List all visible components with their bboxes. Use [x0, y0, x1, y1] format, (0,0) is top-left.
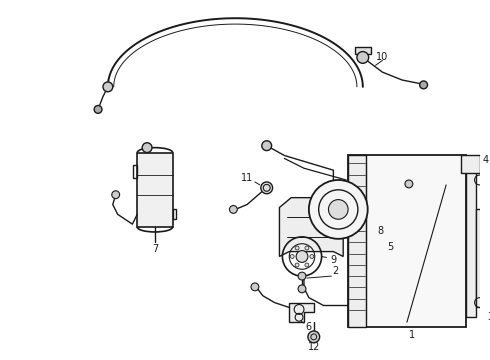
- Text: 1: 1: [409, 330, 415, 340]
- Bar: [466, 165, 476, 317]
- Polygon shape: [355, 249, 382, 268]
- Polygon shape: [348, 210, 370, 239]
- Circle shape: [142, 143, 152, 153]
- Text: 12: 12: [308, 342, 320, 352]
- Polygon shape: [279, 198, 343, 256]
- Text: 11: 11: [241, 173, 253, 183]
- Circle shape: [298, 272, 306, 280]
- Circle shape: [290, 255, 294, 258]
- Circle shape: [419, 81, 427, 89]
- Bar: [476, 210, 484, 307]
- Polygon shape: [461, 156, 481, 173]
- Text: 9: 9: [330, 255, 337, 265]
- Circle shape: [261, 182, 272, 194]
- Circle shape: [305, 263, 309, 267]
- Bar: [348, 156, 366, 327]
- Circle shape: [251, 283, 259, 291]
- Circle shape: [295, 246, 299, 250]
- Circle shape: [94, 105, 102, 113]
- Text: 10: 10: [376, 53, 389, 62]
- Bar: [348, 156, 466, 327]
- Circle shape: [103, 82, 113, 92]
- Text: 6: 6: [306, 322, 312, 332]
- Circle shape: [298, 285, 306, 293]
- Bar: [355, 47, 370, 54]
- Circle shape: [262, 141, 271, 150]
- Circle shape: [309, 180, 368, 239]
- Circle shape: [296, 251, 308, 262]
- Circle shape: [308, 331, 319, 343]
- Text: 7: 7: [152, 244, 158, 254]
- Circle shape: [305, 246, 309, 250]
- Polygon shape: [289, 302, 314, 322]
- Circle shape: [328, 199, 348, 219]
- Text: 3: 3: [487, 312, 490, 322]
- Circle shape: [357, 51, 368, 63]
- Circle shape: [229, 206, 237, 213]
- Text: 5: 5: [387, 242, 393, 252]
- Circle shape: [405, 180, 413, 188]
- Circle shape: [310, 255, 314, 258]
- Circle shape: [112, 191, 120, 199]
- Bar: [137, 153, 172, 227]
- Circle shape: [295, 263, 299, 267]
- Text: 4: 4: [482, 156, 489, 165]
- Text: 8: 8: [377, 226, 384, 236]
- Text: 2: 2: [332, 266, 339, 276]
